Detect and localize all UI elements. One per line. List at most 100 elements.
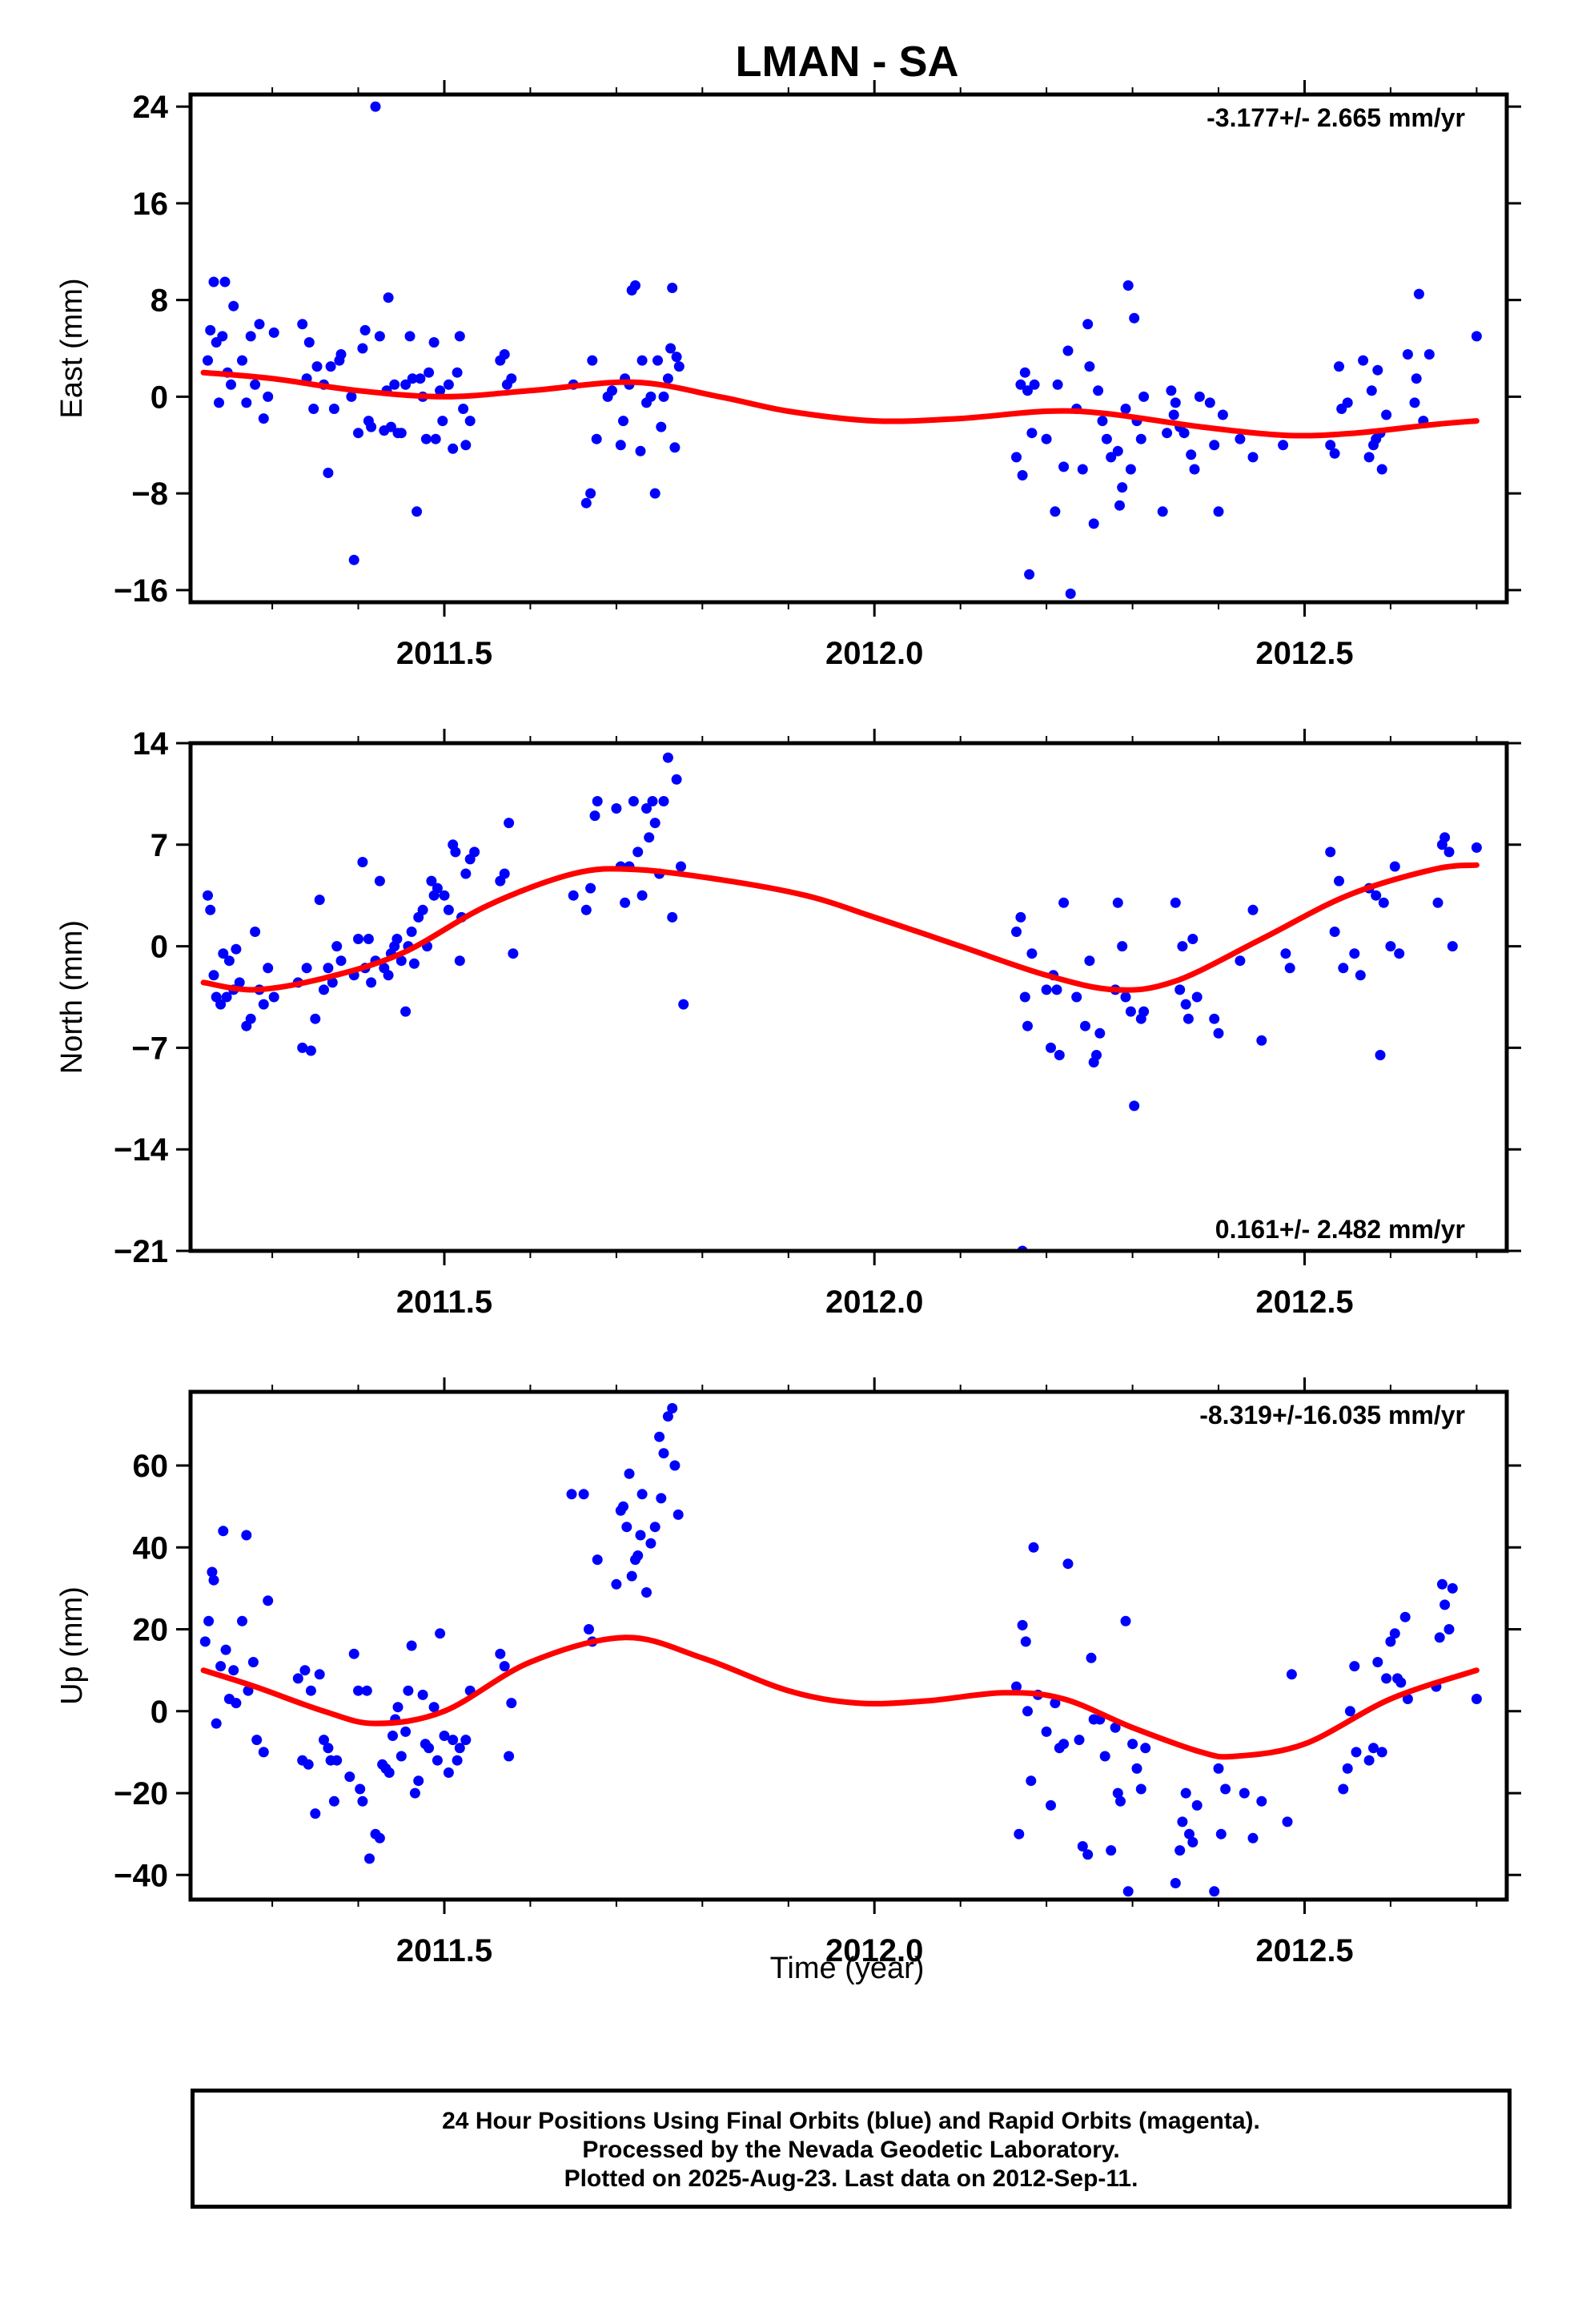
east-data-point: [1088, 518, 1099, 529]
north-data-point: [1129, 1100, 1140, 1112]
up-data-point: [1174, 1845, 1186, 1856]
east-data-point: [1166, 385, 1177, 396]
up-data-point: [323, 1743, 334, 1754]
north-data-point: [585, 883, 596, 894]
up-data-point: [231, 1698, 242, 1709]
up-data-point: [364, 1853, 375, 1864]
east-y-tick-label: 16: [133, 187, 169, 222]
east-data-point: [1409, 397, 1420, 408]
caption-box: 24 Hour Positions Using Final Orbits (bl…: [191, 2089, 1512, 2209]
up-data-point: [303, 1759, 314, 1770]
north-data-point: [1180, 999, 1191, 1010]
up-data-point: [649, 1522, 661, 1533]
north-data-point: [1046, 1042, 1056, 1053]
north-y-tick-label: −7: [131, 1031, 168, 1066]
north-data-point: [1191, 991, 1203, 1003]
north-data-point: [1125, 1006, 1136, 1017]
up-data-point: [1351, 1747, 1362, 1758]
north-x-tick-label: 2012.5: [1255, 1285, 1353, 1320]
east-frame: [188, 92, 1509, 605]
north-data-point: [396, 955, 407, 967]
east-data-point: [430, 433, 441, 444]
up-data-point: [611, 1578, 622, 1590]
north-data-point: [1471, 842, 1482, 853]
north-data-point: [1247, 904, 1259, 915]
up-data-point: [1050, 1698, 1061, 1709]
east-data-point: [591, 433, 602, 444]
up-data-point: [1131, 1763, 1142, 1774]
north-data-point: [1371, 890, 1382, 901]
east-data-point: [254, 319, 265, 330]
east-data-point: [587, 355, 598, 366]
east-data-point: [454, 331, 465, 342]
north-data-point: [1170, 897, 1181, 908]
east-data-point: [636, 355, 648, 366]
north-data-point: [221, 991, 232, 1003]
east-data-point: [443, 379, 454, 390]
east-data-point: [580, 497, 592, 509]
east-data-point: [1278, 440, 1289, 451]
east-data-point: [325, 361, 336, 372]
up-data-point: [406, 1640, 417, 1651]
north-frame: [188, 741, 1509, 1253]
east-data-point: [635, 445, 646, 456]
east-data-point: [1376, 464, 1387, 475]
east-data-point: [1097, 416, 1108, 427]
north-y-tick-label: 7: [151, 828, 168, 863]
north-data-point: [647, 796, 658, 806]
east-data-point: [323, 468, 334, 478]
east-data-point: [383, 292, 394, 304]
north-data-point: [327, 977, 338, 988]
up-data-point: [1177, 1816, 1188, 1827]
east-data-point: [226, 379, 236, 390]
up-data-point: [1363, 1755, 1375, 1766]
north-data-point: [314, 895, 325, 906]
up-data-point: [592, 1554, 603, 1566]
north-data-point: [1325, 846, 1336, 858]
up-data-point: [1011, 1681, 1022, 1692]
up-data-point: [443, 1767, 454, 1778]
north-data-point: [1213, 1027, 1224, 1039]
east-data-point: [1325, 440, 1336, 451]
east-data-point: [448, 443, 459, 454]
up-data-point: [635, 1530, 646, 1541]
east-data-point: [412, 506, 423, 517]
east-data-point: [630, 280, 640, 291]
east-data-point: [1015, 379, 1026, 390]
north-data-point: [331, 941, 343, 952]
up-data-point: [618, 1501, 628, 1512]
up-data-point: [658, 1448, 669, 1459]
up-data-point: [428, 1702, 440, 1713]
up-data-point: [669, 1460, 681, 1471]
up-y-tick-label: 60: [133, 1449, 169, 1484]
east-data-point: [658, 391, 669, 402]
north-data-point: [400, 1006, 412, 1017]
north-data-point: [1026, 948, 1038, 959]
east-y-tick-label: 0: [151, 380, 168, 415]
up-data-point: [495, 1648, 506, 1659]
east-data-point: [396, 428, 407, 439]
north-data-point: [1378, 897, 1389, 908]
east-data-point: [1120, 404, 1131, 414]
north-data-point: [323, 963, 334, 974]
up-rate-label: -8.319+/-16.035 mm/yr: [1199, 1401, 1465, 1429]
east-data-point: [1084, 361, 1095, 372]
up-data-point: [1447, 1582, 1458, 1594]
up-data-point: [1074, 1735, 1085, 1746]
east-data-point: [303, 337, 315, 348]
north-data-point: [649, 818, 661, 829]
up-data-point: [1184, 1828, 1195, 1839]
north-y-tick-label: 14: [133, 726, 169, 762]
up-data-point: [392, 1702, 404, 1713]
north-data-point: [357, 857, 368, 867]
north-data-point: [301, 963, 312, 974]
up-data-point: [1286, 1669, 1297, 1680]
east-data-point: [1125, 464, 1136, 475]
east-data-point: [370, 101, 381, 112]
north-data-point: [1117, 941, 1128, 952]
east-x-tick-label: 2012.5: [1255, 636, 1353, 671]
north-data-point: [268, 991, 279, 1003]
east-data-point: [346, 391, 357, 402]
north-data-point: [678, 999, 689, 1010]
north-data-point: [1138, 1006, 1150, 1017]
